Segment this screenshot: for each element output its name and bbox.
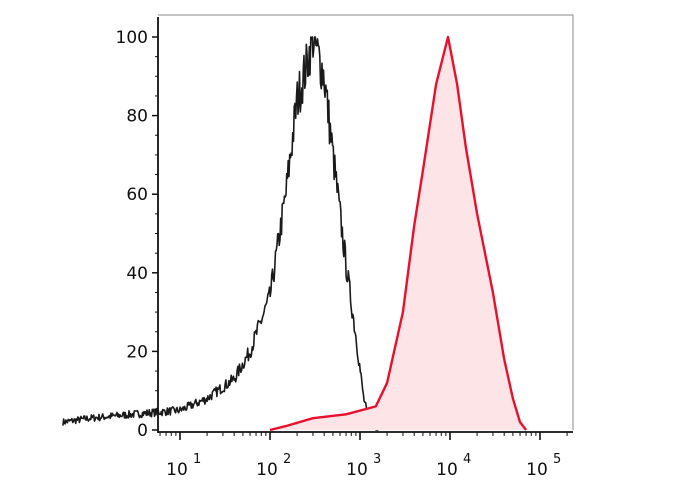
y-tick-label: 20 <box>126 342 148 362</box>
x-tick-exponent: 4 <box>463 452 471 467</box>
x-tick-label: 10 <box>256 460 278 480</box>
x-tick-label: 10 <box>346 460 368 480</box>
x-tick-exponent: 5 <box>553 452 561 467</box>
y-tick-label: 60 <box>126 185 148 205</box>
series-1-line <box>269 35 528 432</box>
x-tick-label: 10 <box>166 460 188 480</box>
x-tick-exponent: 2 <box>283 452 291 467</box>
y-tick-label: 100 <box>116 28 148 48</box>
y-tick-label: 80 <box>126 107 148 127</box>
y-tick-label: 0 <box>137 421 148 441</box>
x-tick-label: 10 <box>526 460 548 480</box>
x-tick-label: 10 <box>436 460 458 480</box>
series-0-line <box>62 36 379 431</box>
y-tick-label: 40 <box>126 264 148 284</box>
x-tick-exponent: 3 <box>373 452 381 467</box>
x-tick-exponent: 1 <box>193 452 201 467</box>
series-1-fill <box>270 37 527 430</box>
plot-frame <box>158 14 574 430</box>
